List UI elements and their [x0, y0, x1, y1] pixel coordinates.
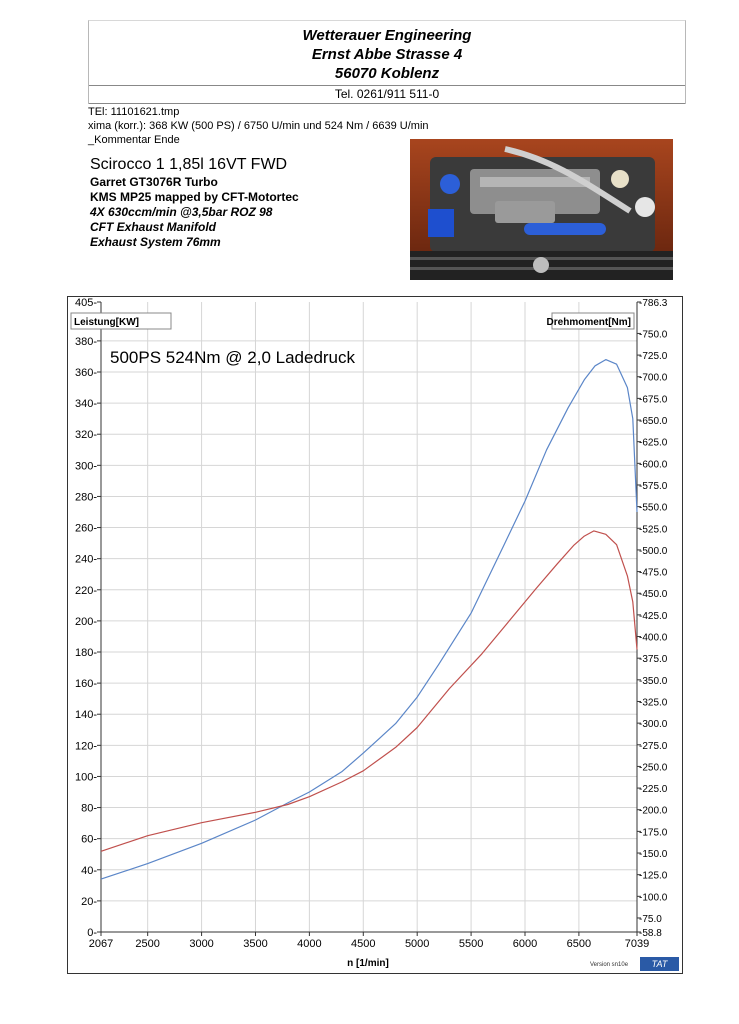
left-axis-label: Leistung[KW]: [74, 317, 139, 328]
y-right-tick-label: -125.0: [639, 871, 668, 882]
x-tick-label: 2500: [135, 938, 159, 950]
y-left-tick-label: 80-: [81, 803, 97, 815]
chart-series: [100, 359, 638, 880]
y-left-tick-label: 160-: [75, 678, 97, 690]
x-tick-label: 4500: [351, 938, 375, 950]
y-left-tick-label: 20-: [81, 896, 97, 908]
y-left-tick-label: 120-: [75, 740, 97, 752]
y-right-tick-label: -175.0: [639, 827, 668, 838]
y-right-tick-label: -575.0: [639, 481, 668, 492]
run-comment: _Kommentar Ende: [88, 134, 180, 146]
run-maxima: xima (korr.): 368 KW (500 PS) / 6750 U/m…: [88, 120, 429, 132]
y-right-tick-label: -275.0: [639, 741, 668, 752]
x-tick-label: 2067: [89, 938, 113, 950]
y-right-tick-label: -525.0: [639, 524, 668, 535]
y-right-tick-label: -500.0: [639, 546, 668, 557]
y-right-tick-label: -250.0: [639, 762, 668, 773]
y-left-tick-label: 100-: [75, 771, 97, 783]
vehicle-spec-ecu: KMS MP25 mapped by CFT-Motortec: [90, 190, 299, 204]
y-left-tick-label: 405-: [75, 297, 97, 309]
right-axis-label-box: [551, 312, 635, 330]
vehicle-spec-turbo: Garret GT3076R Turbo: [90, 175, 218, 189]
y-right-tick-label: -225.0: [639, 784, 668, 795]
y-left-tick-label: 280-: [75, 491, 97, 503]
y-left-tick-label: 240-: [75, 554, 97, 566]
torque-curve: [100, 530, 638, 852]
y-right-tick-label: -200.0: [639, 806, 668, 817]
y-right-tick-label: -550.0: [639, 503, 668, 514]
power-curve: [100, 359, 638, 880]
y-left-tick-label: 140-: [75, 709, 97, 721]
vehicle-info: Scirocco 1 1,85l 16VT FWD Garret GT3076R…: [90, 155, 410, 250]
y-right-tick-label: -350.0: [639, 676, 668, 687]
y-right-tick-label: -700.0: [639, 373, 668, 384]
divider: [89, 103, 685, 104]
y-left-tick-label: 320-: [75, 429, 97, 441]
x-tick-label: 7039: [625, 938, 649, 950]
dyno-chart-frame: [67, 296, 683, 974]
run-file: TEl: 11101621.tmp: [88, 106, 180, 118]
y-right-tick-label: -475.0: [639, 568, 668, 579]
y-left-tick-label: 380-: [75, 336, 97, 348]
y-left-tick-label: 200-: [75, 616, 97, 628]
y-left-tick-label: 220-: [75, 585, 97, 597]
vehicle-title: Scirocco 1 1,85l 16VT FWD: [90, 156, 288, 173]
x-axis-label: n [1/min]: [347, 958, 389, 969]
left-axis-label-box: [70, 312, 172, 330]
y-left-tick-label: 60-: [81, 834, 97, 846]
y-left-tick-label: 260-: [75, 523, 97, 535]
y-right-tick-label: -450.0: [639, 589, 668, 600]
x-tick-label: 3000: [189, 938, 213, 950]
x-tick-label: 6500: [567, 938, 591, 950]
y-right-tick-label: -300.0: [639, 719, 668, 730]
y-right-tick-label: -600.0: [639, 459, 668, 470]
vehicle-spec-injectors: 4X 630ccm/min @3,5bar ROZ 98: [90, 205, 273, 219]
y-right-tick-label: -725.0: [639, 351, 668, 362]
engine-bay-illustration: [410, 139, 673, 280]
divider: [89, 85, 685, 86]
y-right-tick-label: -400.0: [639, 633, 668, 644]
y-left-tick-label: 340-: [75, 398, 97, 410]
y-left-tick-label: 180-: [75, 647, 97, 659]
company-city: 56070 Koblenz: [334, 65, 440, 82]
grid: [101, 302, 637, 932]
y-right-tick-label: -675.0: [639, 394, 668, 405]
company-street: Ernst Abbe Strasse 4: [311, 46, 463, 63]
y-right-tick-label: -786.3: [639, 298, 668, 309]
y-right-tick-label: -75.0: [639, 914, 662, 925]
x-tick-label: 3500: [243, 938, 267, 950]
chart-annotation: 500PS 524Nm @ 2,0 Ladedruck: [110, 348, 356, 367]
x-tick-label: 5000: [405, 938, 429, 950]
y-right-tick-label: -150.0: [639, 849, 668, 860]
y-right-tick-label: -100.0: [639, 892, 668, 903]
y-right-tick-label: -58.8: [639, 928, 662, 939]
x-tick-label: 5500: [459, 938, 483, 950]
tat-badge: TAT: [640, 957, 679, 971]
right-axis-label: Drehmoment[Nm]: [547, 317, 631, 328]
software-version: Version sn10e: [590, 962, 629, 968]
y-right-tick-label: -375.0: [639, 654, 668, 665]
x-tick-label: 4000: [297, 938, 321, 950]
company-name: Wetterauer Engineering: [302, 27, 472, 44]
y-right-tick-label: -325.0: [639, 697, 668, 708]
company-phone: Tel. 0261/911 511-0: [334, 87, 440, 101]
letterhead: Wetterauer Engineering Ernst Abbe Strass…: [88, 20, 686, 104]
y-left-tick-label: 40-: [81, 865, 97, 877]
y-left-tick-label: 0-: [87, 927, 97, 939]
y-right-tick-label: -750.0: [639, 329, 668, 340]
y-left-tick-label: 300-: [75, 460, 97, 472]
y-right-tick-label: -425.0: [639, 611, 668, 622]
y-left-tick-label: 360-: [75, 367, 97, 379]
y-right-tick-label: -625.0: [639, 438, 668, 449]
axis-ticks: 2067 2500 3000 3500 4000 4500 5000 5500 6000 6500…: [75, 297, 668, 950]
vehicle-spec-manifold: CFT Exhaust Manifold: [90, 220, 216, 234]
vehicle-spec-exhaust: Exhaust System 76mm: [90, 235, 221, 249]
engine-bay-photo: [410, 139, 673, 280]
y-right-tick-label: -650.0: [639, 416, 668, 427]
x-tick-label: 6000: [513, 938, 537, 950]
